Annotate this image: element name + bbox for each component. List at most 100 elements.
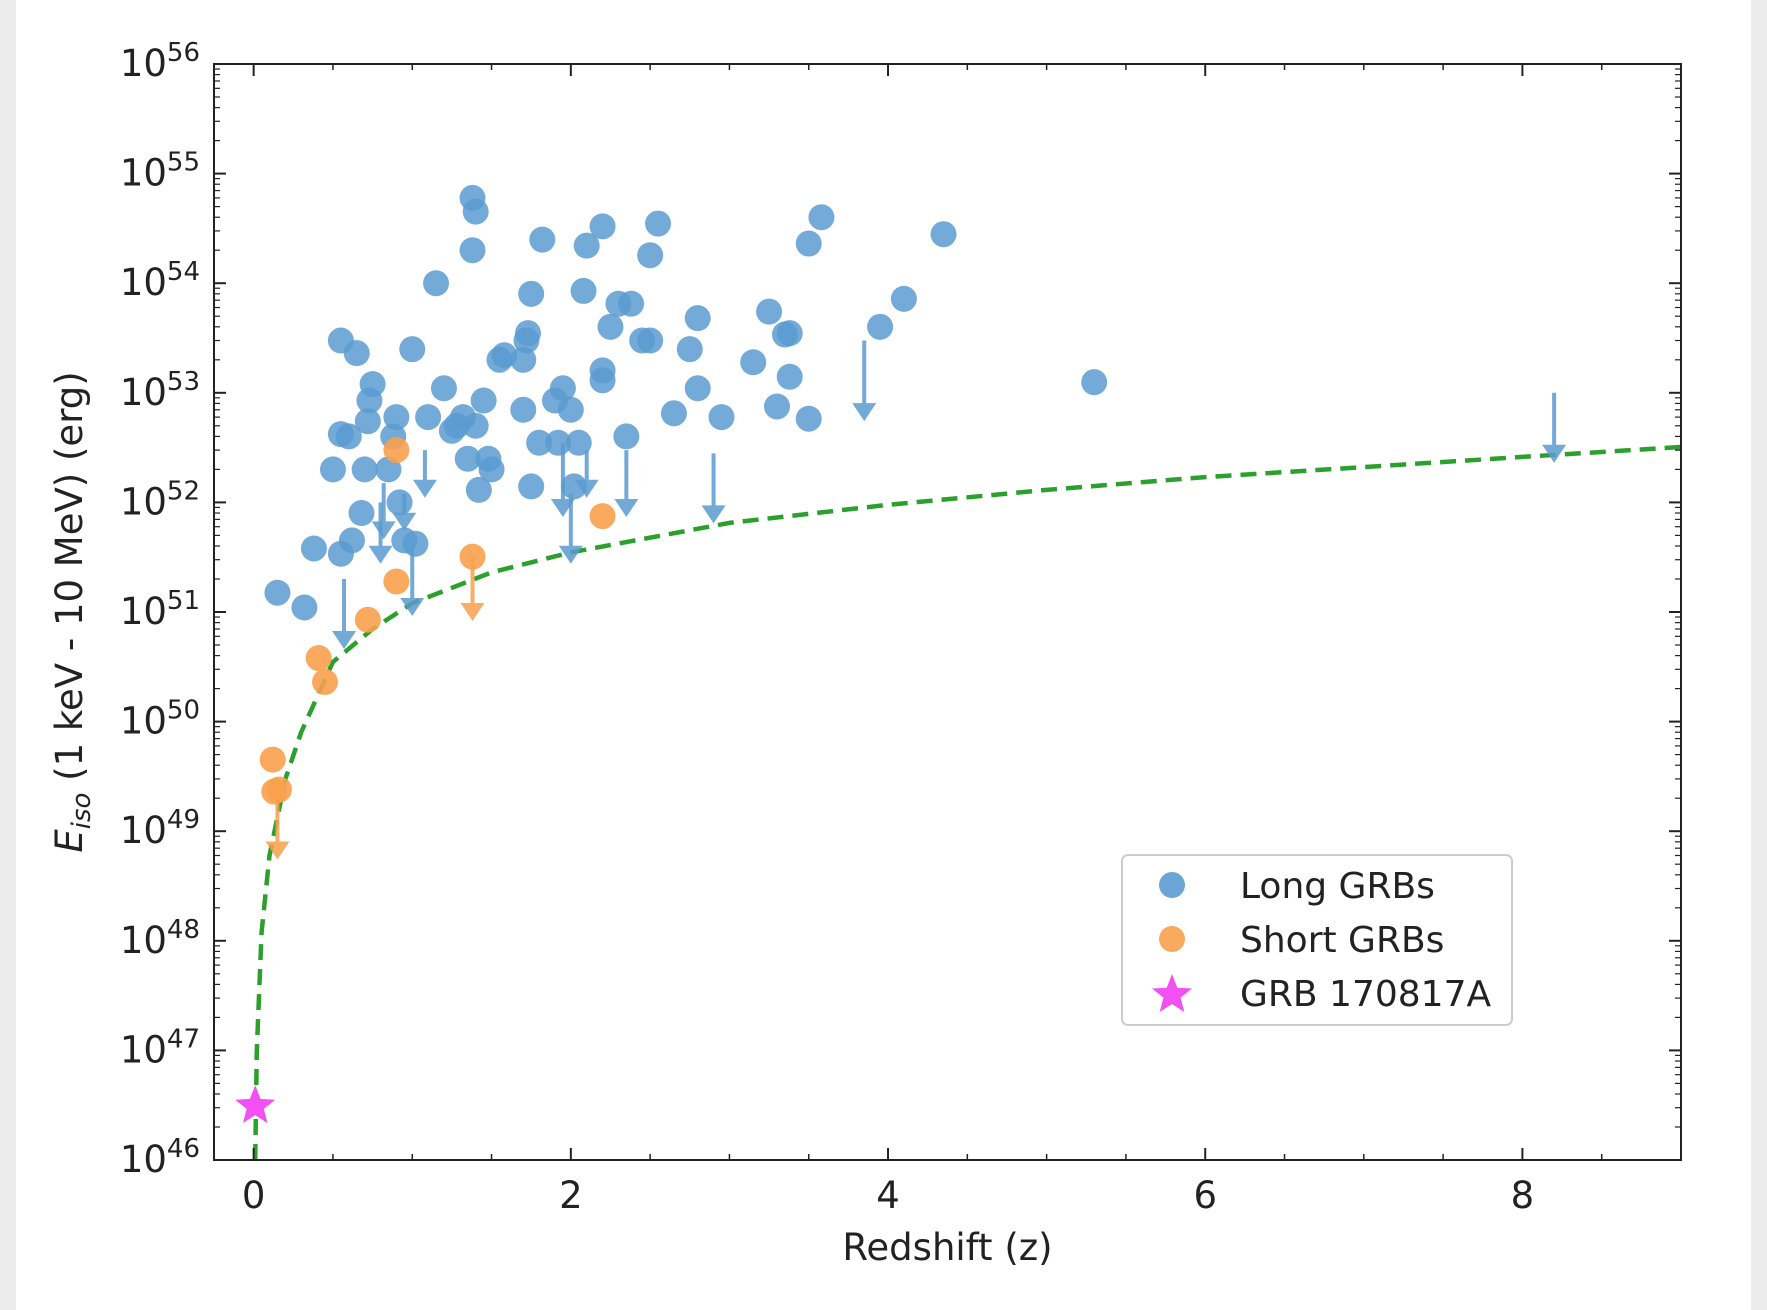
long-grb-point [1081,369,1108,396]
short-grb-point [266,776,293,803]
long-grb-point [589,213,616,240]
short-grb-point [589,503,616,530]
long-grb-point [660,400,687,427]
long-grb-point [795,230,822,257]
grb-170817a-star [235,1085,276,1124]
long-grb-point [462,412,489,439]
x-axis-label: Redshift (z) [842,1226,1052,1269]
long-grb-point [354,408,381,435]
long-grb-point [475,445,502,472]
long-grb-upper-limit-head [412,479,437,498]
x-tick-label: 0 [242,1174,266,1217]
long-grb-point [348,500,375,527]
legend-label: Long GRBs [1240,866,1435,907]
long-grb-point [756,298,783,325]
long-grb-upper-limit [371,483,396,540]
long-grb-upper-limit-head [701,505,726,524]
y-tick-label: 1054 [120,257,200,304]
long-grb-upper-limit [852,340,877,422]
long-grb-point [776,363,803,390]
long-grb-point [684,375,711,402]
y-tick-label: 1051 [120,586,200,633]
long-grb-point [684,305,711,332]
long-grb-point [867,313,894,340]
long-grb-point [764,393,791,420]
long-grb-upper-limit-head [852,403,877,422]
long-grb-point [327,540,354,567]
long-grb-upper-limit [412,450,437,498]
long-grb-point [454,445,481,472]
long-grb-point [264,579,291,606]
long-grb-point [515,320,542,347]
long-grb-point [402,530,429,557]
y-axis-label: Eiso (1 keV - 10 MeV) (erg) [48,371,97,852]
long-grb-upper-limit-head [1542,444,1567,463]
legend-label: Short GRBs [1240,920,1444,961]
long-grb-point [561,473,588,500]
long-grb-point [573,232,600,259]
long-grb-point [415,404,442,431]
scatter-chart: 0 2 4 6 8 1046 1047 1048 1049 1050 1051 1052 1053 105… [48,38,1682,1269]
long-grb-point [618,290,645,317]
short-grb-point [354,606,381,633]
long-grb-point [319,456,346,483]
y-tick-label: 1047 [120,1024,200,1071]
long-grb-point [645,210,672,237]
long-grb-point [637,327,664,354]
y-axis-label-rest: (1 keV - 10 MeV) (erg) [48,371,91,792]
long-grb-point [570,277,597,304]
sensitivity-curve [252,444,1681,1160]
long-grb-point [462,198,489,225]
long-grb-point [597,313,624,340]
long-grb-point [708,404,735,431]
long-grb-point [335,423,362,450]
legend-circle-marker [1159,872,1185,898]
chart-frame: 0 2 4 6 8 1046 1047 1048 1049 1050 1051 1052 1053 105… [16,0,1751,1310]
long-grb-point [890,285,917,312]
short-grb-upper-limit-head [460,603,485,622]
long-grb-point [510,396,537,423]
y-tick-label: 1052 [120,476,200,523]
long-grb-point [930,221,957,248]
x-tick-label: 8 [1511,1174,1535,1217]
long-grb-point [459,237,486,264]
short-grb-point [459,543,486,570]
axes-layer: 0 2 4 6 8 1046 1047 1048 1049 1050 1051 1052 1053 105… [120,38,1682,1217]
y-tick-label: 1050 [120,696,200,743]
short-grb-point [383,437,410,464]
long-grb-upper-limit [614,450,639,518]
legend-circle-marker [1159,926,1185,952]
long-grb-point [343,340,370,367]
y-tick-label: 1055 [120,148,200,195]
plot-data-layer [235,184,1681,1160]
plot-clip-group [235,184,1681,1160]
long-grb-point [518,473,545,500]
long-grb-point [423,270,450,297]
long-grb-upper-limit-head [368,545,393,564]
x-tick-label: 6 [1193,1174,1217,1217]
long-grb-point [356,387,383,414]
long-grb-point [465,476,492,503]
long-grb-upper-limit [1542,392,1567,463]
y-tick-label: 1046 [120,1134,200,1181]
long-grb-point [470,387,497,414]
long-grb-point [510,346,537,373]
long-grb-point [526,429,553,456]
long-grb-point [637,242,664,269]
short-grb-point [383,568,410,595]
long-grb-point [776,320,803,347]
y-tick-label: 1048 [120,915,200,962]
short-grb-point [305,645,332,672]
long-grb-point [549,375,576,402]
legend-label: GRB 170817A [1240,974,1491,1015]
y-tick-label: 1053 [120,367,200,414]
long-grb-upper-limit-head [332,630,357,649]
long-grb-upper-limit-head [400,598,425,616]
long-grb-point [545,429,572,456]
x-tick-label: 4 [876,1174,900,1217]
legend: Long GRBs Short GRBs GRB 170817A [1121,854,1513,1026]
long-grb-point [430,375,457,402]
long-grb-upper-limit [332,579,357,649]
long-grb-point [565,429,592,456]
long-grb-point [300,535,327,562]
